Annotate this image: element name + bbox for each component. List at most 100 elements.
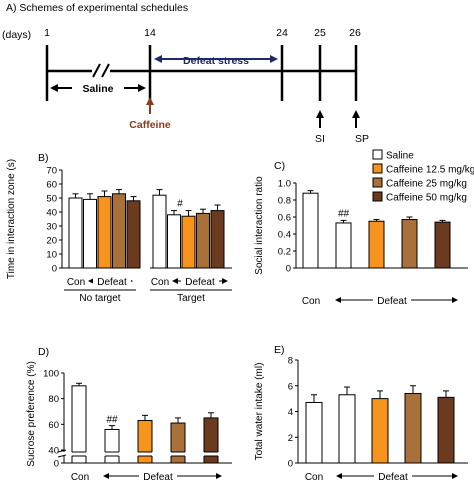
y-tick-label: 0	[286, 264, 291, 275]
panel-label: D)	[38, 346, 49, 358]
day-tick-label: 24	[276, 27, 288, 39]
y-tick-label: 100	[43, 369, 59, 380]
panel-label: B)	[38, 152, 49, 164]
con-label: Con	[67, 277, 85, 288]
day-tick-label: 1	[44, 27, 50, 39]
bar	[401, 219, 418, 269]
panel-label: E)	[274, 344, 285, 356]
arrow-head-right-icon	[452, 297, 458, 303]
defeat-label-bg	[181, 275, 219, 287]
defeat-label-bg	[93, 275, 131, 287]
saline-label: Saline	[83, 83, 114, 95]
schedule-title: A) Schemes of experimental schedules	[6, 2, 188, 14]
panel-label: C)	[274, 160, 285, 172]
legend-label: Caffeine 25 mg/kg	[386, 179, 467, 190]
y-tick-label: 0	[288, 459, 293, 470]
bar	[368, 220, 385, 269]
y-tick-label: 80	[48, 394, 59, 405]
legend-label: Caffeine 12.5 mg/kg	[386, 165, 474, 176]
schedule-panel: A) Schemes of experimental schedules (da…	[2, 2, 369, 145]
defeat-label: Defeat	[377, 296, 407, 307]
arrow-head-left-icon	[50, 84, 58, 92]
y-tick-label: 60	[46, 180, 57, 191]
bar	[196, 212, 210, 269]
saline-label-bg	[72, 81, 124, 95]
group-label: No target	[79, 293, 120, 304]
y-tick-label: 10	[46, 250, 57, 261]
day-tick-label: 25	[314, 27, 326, 39]
legend: Saline Caffeine 12.5 mg/kg Caffeine 25 mg/…	[372, 149, 474, 204]
chart-panel-d: 0 40 60 80 100 Sucrose preference (%)D) ## Con D…	[26, 346, 232, 481]
bar	[305, 401, 323, 464]
con-label: Con	[305, 472, 323, 481]
arrow-head-left-icon	[336, 473, 342, 479]
y-axis-title: Time in interaction zone (s)	[6, 159, 17, 279]
bar	[152, 194, 167, 269]
con-label: Con	[71, 472, 89, 481]
bar-break-band	[170, 452, 186, 456]
bar	[170, 422, 186, 464]
chart-panel-c: 0 0.2 0.4 0.6 0.8 1.0 Social interaction ratio…	[254, 160, 468, 307]
y-axis-title: Total water intake (ml)	[254, 363, 265, 461]
days-label: (days)	[2, 29, 31, 41]
legend-label: Saline	[386, 151, 414, 162]
defeat-label: Defeat	[378, 472, 408, 481]
arrow-head-left-icon	[172, 278, 178, 284]
arrow-head-right-icon	[138, 84, 146, 92]
legend-swatch	[372, 177, 383, 188]
arrow-head-left-icon	[335, 297, 341, 303]
timeline-break-mark	[92, 63, 101, 78]
y-tick-label: 50	[46, 194, 57, 205]
group-label: Target	[177, 293, 205, 304]
significance-marker: #	[177, 199, 183, 210]
bar	[97, 196, 112, 269]
y-tick-label: 0	[54, 459, 59, 470]
chart-panel-b: 0 10 20 30 40 50 60 70 Time in interaction zone …	[6, 152, 232, 304]
caffeine-label: Caffeine	[129, 119, 171, 131]
day-tick-label: 14	[144, 27, 156, 39]
arrow-head-right-icon	[452, 473, 458, 479]
bar	[126, 200, 141, 269]
bar	[167, 214, 181, 269]
axis-break-mark	[57, 449, 67, 453]
legend-swatch	[372, 191, 383, 202]
bar	[71, 385, 87, 464]
defeat-label: Defeat	[185, 277, 215, 288]
defeat-label-bg	[374, 470, 412, 481]
bar	[112, 193, 126, 269]
bar	[434, 221, 451, 269]
y-tick-label: 4	[288, 407, 293, 418]
arrow-up-icon	[352, 110, 360, 118]
y-tick-label: 40	[48, 446, 59, 457]
y-tick-label: 70	[46, 166, 57, 177]
bar	[68, 197, 83, 269]
y-tick-label: 2	[288, 433, 293, 444]
bar	[104, 428, 120, 464]
bar	[404, 392, 422, 464]
arrow-head-right-icon	[222, 278, 228, 284]
defeat-label: Defeat	[97, 277, 127, 288]
y-tick-label: 6	[288, 381, 293, 392]
bar-break-band	[137, 452, 153, 456]
significance-marker: ##	[106, 415, 118, 426]
defeat-stress-label: Defeat stress	[183, 55, 249, 67]
y-tick-label: 0	[52, 264, 57, 275]
defeat-label-bg	[139, 470, 177, 481]
bar	[437, 396, 455, 464]
y-axis-title: Social interaction ratio	[254, 176, 265, 275]
sp-label: SP	[355, 133, 369, 145]
bar-break-band	[104, 452, 120, 456]
con-label: Con	[151, 277, 169, 288]
bar	[210, 210, 225, 269]
axis-break-mark	[57, 454, 67, 458]
significance-marker: ##	[338, 208, 350, 219]
bar	[335, 222, 352, 269]
y-tick-label: 60	[48, 420, 59, 431]
bar-break-band	[203, 452, 219, 456]
chart-panel-e: 0 2 4 6 8 Total water intake (ml) E) Con Defeat	[254, 344, 468, 481]
bar	[338, 394, 356, 464]
bar	[83, 198, 97, 269]
arrow-head-right-icon	[270, 55, 278, 63]
arrow-head-right-icon	[216, 473, 222, 479]
